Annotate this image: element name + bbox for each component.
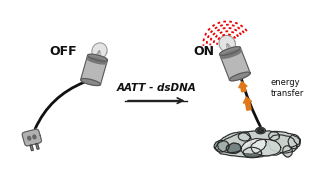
Polygon shape <box>87 57 107 64</box>
Polygon shape <box>257 129 264 133</box>
Polygon shape <box>217 132 251 153</box>
Polygon shape <box>81 55 107 84</box>
Polygon shape <box>30 145 33 151</box>
Polygon shape <box>268 135 297 153</box>
Polygon shape <box>283 146 292 157</box>
Polygon shape <box>81 79 100 86</box>
Polygon shape <box>221 50 241 58</box>
Polygon shape <box>251 139 281 156</box>
Polygon shape <box>219 35 236 52</box>
Text: AATT - dsDNA: AATT - dsDNA <box>116 83 196 93</box>
Text: energy
transfer: energy transfer <box>271 78 304 98</box>
Polygon shape <box>215 131 300 157</box>
Polygon shape <box>88 54 107 61</box>
Polygon shape <box>256 127 266 134</box>
Polygon shape <box>220 47 240 55</box>
FancyArrow shape <box>239 82 247 92</box>
Polygon shape <box>241 139 266 154</box>
Polygon shape <box>268 132 279 141</box>
FancyArrow shape <box>243 97 252 110</box>
Polygon shape <box>28 136 31 140</box>
Polygon shape <box>92 43 107 59</box>
Polygon shape <box>214 140 229 152</box>
Polygon shape <box>33 135 36 139</box>
Polygon shape <box>259 129 263 132</box>
Text: OFF: OFF <box>49 45 77 58</box>
Polygon shape <box>36 143 39 149</box>
Polygon shape <box>288 134 300 149</box>
Polygon shape <box>22 129 41 146</box>
Polygon shape <box>243 147 262 158</box>
Polygon shape <box>220 47 250 80</box>
Polygon shape <box>238 132 250 141</box>
Polygon shape <box>226 143 241 153</box>
Text: ON: ON <box>193 45 214 58</box>
Polygon shape <box>230 72 250 81</box>
